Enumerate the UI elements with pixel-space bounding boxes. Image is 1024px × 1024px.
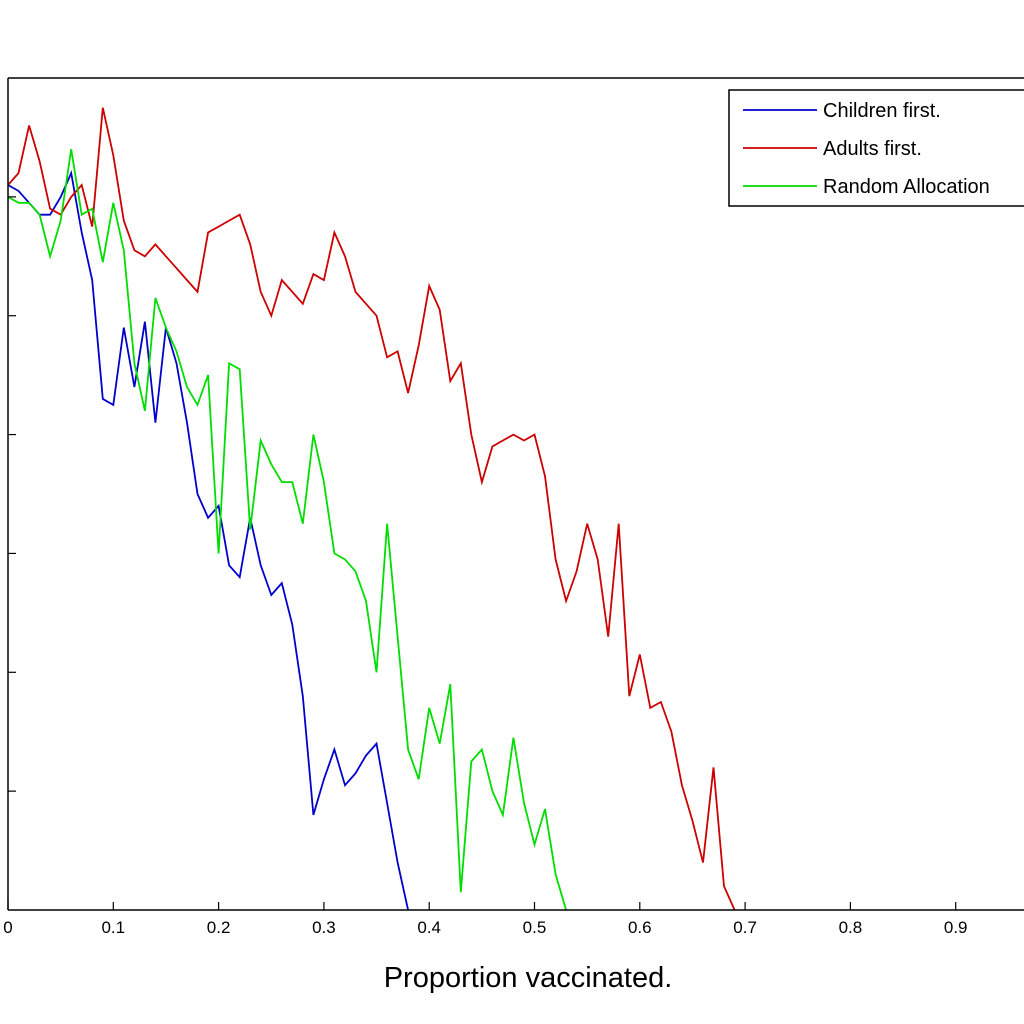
- series-layer: [7, 107, 736, 911]
- x-tick-label: 0.5: [523, 918, 547, 937]
- legend-label-children-first: Children first.: [823, 100, 941, 122]
- x-tick-label: 0.3: [312, 918, 336, 937]
- x-tick-label: 0.7: [733, 918, 757, 937]
- series-line-adults-first: [7, 107, 736, 911]
- series-line-children-first: [7, 170, 409, 911]
- x-tick-label: 0.4: [417, 918, 441, 937]
- x-tick-label: 0.9: [944, 918, 968, 937]
- x-tick-label: 0.8: [839, 918, 863, 937]
- x-tick-label: 0.1: [101, 918, 125, 937]
- x-tick-label: 0.6: [628, 918, 652, 937]
- x-tick-label: 0: [3, 918, 12, 937]
- x-axis-label: Proportion vaccinated.: [384, 962, 673, 994]
- x-tick-label: 0.2: [207, 918, 231, 937]
- legend-label-adults-first: Adults first.: [823, 138, 922, 160]
- ticks-layer: 0 0.1 0.2 0.3 0.4 0.5 0.6 0.7 0.8 0.9: [3, 196, 968, 937]
- legend: Children first. Adults first. Random Alloc…: [728, 89, 1024, 207]
- legend-label-random-allocation: Random Allocation: [823, 176, 990, 198]
- axes-layer: [7, 77, 1024, 911]
- series-line-random-allocation: [7, 149, 567, 911]
